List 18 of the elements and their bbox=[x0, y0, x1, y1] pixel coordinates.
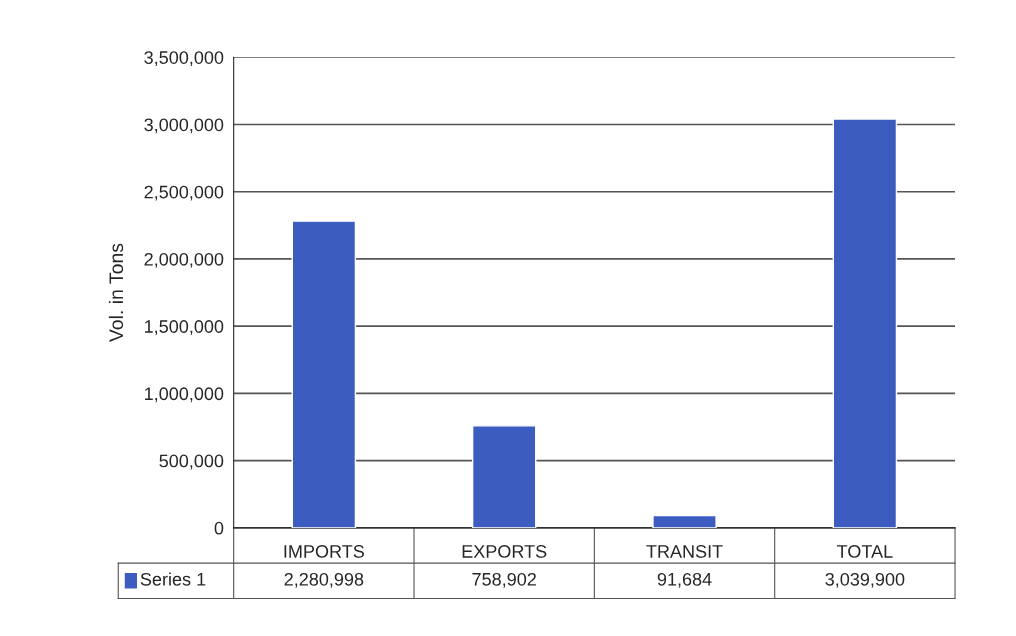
x-tick-label: EXPORTS bbox=[462, 545, 547, 558]
x-tick-label: IMPORTS bbox=[284, 545, 364, 558]
data-label: 758,902 bbox=[472, 572, 536, 588]
y-tick-label: 3,500,000 bbox=[144, 51, 224, 67]
y-tick-label: 1,500,000 bbox=[145, 320, 224, 336]
legend-label: Series 1 bbox=[140, 572, 206, 586]
data-label: 91,684 bbox=[657, 572, 712, 588]
x-tick-label: TOTAL bbox=[837, 545, 893, 558]
x-tick-label: TRANSIT bbox=[646, 545, 723, 558]
data-label: 3,039,900 bbox=[825, 572, 905, 588]
y-tick-label: 2,000,000 bbox=[144, 252, 224, 268]
y-tick-label: 2,500,000 bbox=[144, 185, 224, 201]
y-axis-title: Vol. in Tons bbox=[108, 243, 124, 343]
data-label: 2,280,998 bbox=[284, 572, 364, 588]
y-tick-label: 0 bbox=[214, 521, 224, 535]
y-tick-label: 500,000 bbox=[159, 454, 224, 470]
y-tick-label: 3,000,000 bbox=[144, 118, 224, 134]
y-tick-label: 1,000,000 bbox=[145, 387, 224, 403]
